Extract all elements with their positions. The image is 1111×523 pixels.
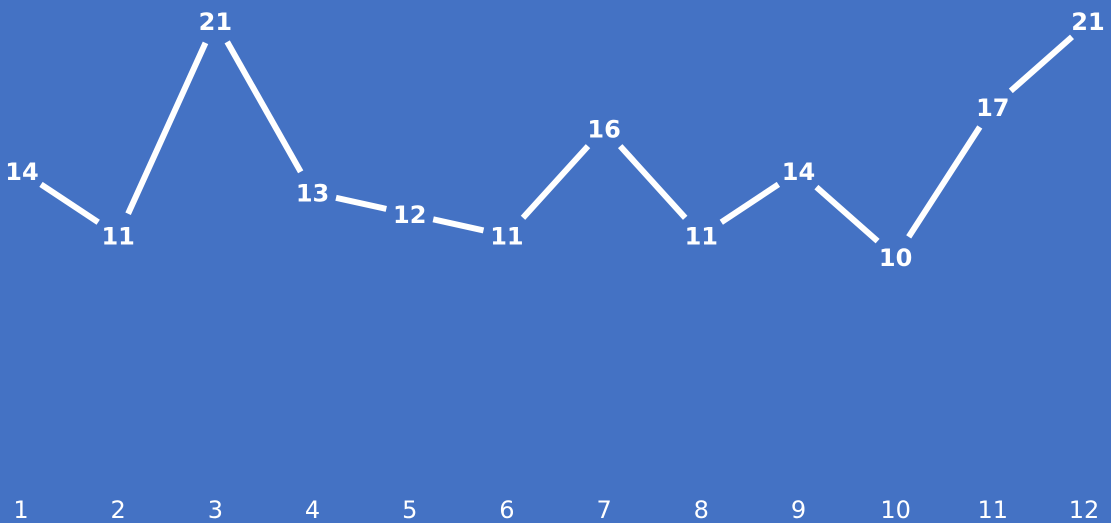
x-tick-label-10: 10 [880, 496, 911, 523]
series-segment-7-8 [617, 144, 688, 220]
series-segment-10-11 [906, 125, 983, 239]
x-tick-label-12: 12 [1069, 496, 1100, 523]
x-tick-label-3: 3 [208, 496, 223, 523]
data-labels: 14 11 21 13 12 11 16 11 14 10 17 21 [5, 8, 1104, 272]
series-line-group [39, 34, 1074, 244]
data-label-12: 21 [1071, 8, 1104, 36]
series-segment-3-4 [224, 40, 304, 174]
x-tick-label-7: 7 [596, 496, 611, 523]
x-axis-tick-labels: 1 2 3 4 5 6 7 8 9 10 11 12 [13, 496, 1099, 523]
data-label-6: 11 [490, 223, 523, 251]
data-label-9: 14 [782, 158, 815, 186]
data-label-8: 11 [685, 223, 718, 251]
x-tick-label-11: 11 [978, 496, 1009, 523]
data-label-7: 16 [587, 115, 620, 143]
data-label-10: 10 [879, 244, 912, 272]
series-segment-1-2 [39, 181, 100, 225]
x-tick-label-6: 6 [499, 496, 514, 523]
x-tick-label-1: 1 [13, 496, 28, 523]
data-label-2: 11 [101, 223, 134, 251]
x-tick-label-8: 8 [694, 496, 709, 523]
data-label-1: 14 [5, 158, 38, 186]
drop-lines [20, 44, 1091, 462]
x-tick-label-4: 4 [305, 496, 320, 523]
series-segment-5-6 [432, 216, 485, 234]
data-label-3: 21 [199, 8, 232, 36]
series-segment-9-10 [814, 184, 880, 244]
data-label-4: 13 [296, 180, 329, 208]
series-segment-11-12 [1008, 34, 1074, 94]
series-segment-8-9 [719, 181, 781, 225]
data-label-11: 17 [976, 94, 1009, 122]
x-tick-label-9: 9 [791, 496, 806, 523]
series-segment-2-3 [125, 41, 209, 215]
x-tick-label-5: 5 [402, 496, 417, 523]
data-label-5: 12 [393, 201, 426, 229]
x-tick-label-2: 2 [111, 496, 126, 523]
series-segment-6-7 [520, 144, 591, 220]
series-segment-4-5 [335, 194, 387, 212]
